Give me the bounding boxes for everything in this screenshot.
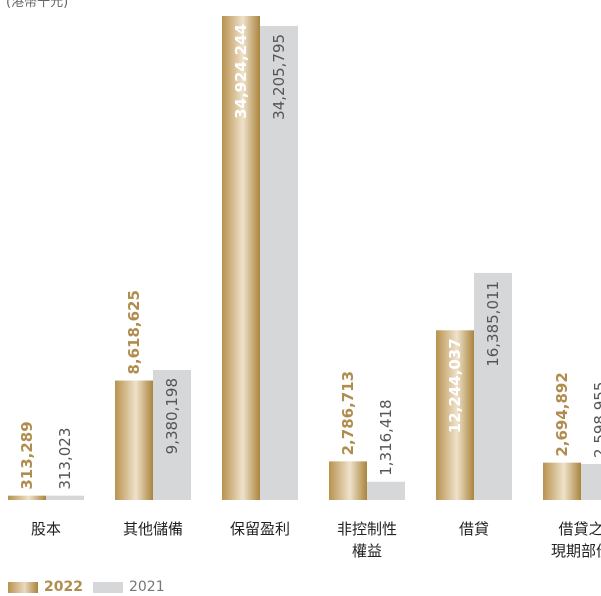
value-label-2022-2: 34,924,244 [232,24,250,119]
bar-2022-0 [8,495,46,500]
bar-2022-5 [543,462,581,500]
legend-swatch-2022 [8,581,38,593]
bar-2021-2 [260,25,298,501]
bar-2021-3 [367,481,405,500]
bar-2021-5 [581,463,601,500]
value-label-2022-5: 2,694,892 [553,372,571,456]
legend-item-2021: 2021 [92,579,165,595]
category-label-5-1: 現期部份 [551,542,601,560]
legend-label-2021: 2021 [128,579,165,595]
value-label-2021-4: 16,385,011 [484,281,502,367]
value-label-2021-2: 34,205,795 [270,34,288,120]
bar-2022-4 [436,330,474,500]
bar-2022-3 [329,461,367,500]
value-label-2021-1: 9,380,198 [163,378,181,454]
bar-2021-1 [153,369,191,500]
category-label-3-0: 非控制性 [337,520,397,538]
value-label-2021-3: 1,316,418 [377,399,395,475]
category-label-4-0: 借貸 [459,520,489,538]
bar-2022-2 [222,15,260,500]
value-label-2022-1: 8,618,625 [125,290,143,374]
bars-group [8,15,601,501]
bar-2021-4 [474,272,512,500]
unit-label: (港幣千元) [6,0,69,10]
legend: 2022 2021 [8,578,165,596]
bar-2022-1 [115,380,153,500]
category-label-5-0: 借貸之 [558,520,601,538]
legend-item-2022: 2022 [8,579,83,595]
category-label-2-0: 保留盈利 [230,520,290,538]
value-label-2022-0: 313,289 [18,421,36,489]
value-label-2021-0: 313,023 [56,428,74,490]
legend-swatch-2021 [92,581,123,593]
value-label-2021-5: 2,598,955 [591,382,601,458]
legend-label-2022: 2022 [44,579,83,595]
category-label-1-0: 其他儲備 [123,520,183,538]
bar-2021-0 [46,495,84,500]
value-labels-group: 313,289 313,023 8,618,625 9,380,198 34,924,2… [18,24,601,490]
value-label-2022-3: 2,786,713 [339,371,357,455]
category-label-3-1: 權益 [352,542,382,560]
bar-chart: 313,289 313,023 8,618,625 9,380,198 34,924,2… [8,15,601,560]
category-label-0-0: 股本 [31,520,61,538]
value-label-2022-4: 12,244,037 [446,338,464,433]
